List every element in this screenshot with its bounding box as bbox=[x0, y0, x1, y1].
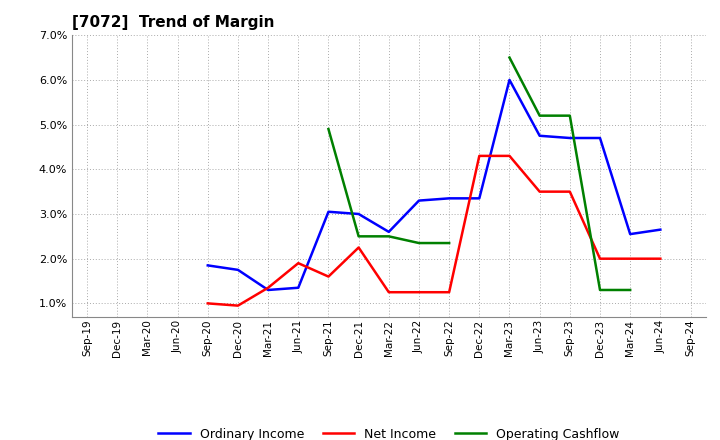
Net Income bbox=[354, 245, 363, 250]
Operating Cashflow bbox=[354, 234, 363, 239]
Ordinary Income bbox=[354, 211, 363, 216]
Legend: Ordinary Income, Net Income, Operating Cashflow: Ordinary Income, Net Income, Operating C… bbox=[153, 423, 624, 440]
Ordinary Income bbox=[384, 229, 393, 235]
Ordinary Income bbox=[656, 227, 665, 232]
Operating Cashflow bbox=[324, 126, 333, 132]
Line: Operating Cashflow: Operating Cashflow bbox=[328, 129, 449, 243]
Operating Cashflow bbox=[384, 234, 393, 239]
Net Income bbox=[475, 153, 484, 158]
Net Income bbox=[204, 301, 212, 306]
Ordinary Income bbox=[505, 77, 514, 83]
Ordinary Income bbox=[475, 196, 484, 201]
Operating Cashflow bbox=[415, 240, 423, 246]
Net Income bbox=[324, 274, 333, 279]
Ordinary Income bbox=[536, 133, 544, 139]
Net Income bbox=[445, 290, 454, 295]
Ordinary Income bbox=[626, 231, 634, 237]
Net Income bbox=[505, 153, 514, 158]
Net Income bbox=[626, 256, 634, 261]
Net Income bbox=[565, 189, 574, 194]
Net Income bbox=[415, 290, 423, 295]
Net Income bbox=[595, 256, 604, 261]
Net Income bbox=[656, 256, 665, 261]
Ordinary Income bbox=[204, 263, 212, 268]
Text: [7072]  Trend of Margin: [7072] Trend of Margin bbox=[72, 15, 274, 30]
Line: Net Income: Net Income bbox=[208, 156, 660, 306]
Ordinary Income bbox=[233, 267, 242, 272]
Ordinary Income bbox=[595, 136, 604, 141]
Net Income bbox=[233, 303, 242, 308]
Ordinary Income bbox=[445, 196, 454, 201]
Net Income bbox=[536, 189, 544, 194]
Ordinary Income bbox=[264, 287, 272, 293]
Net Income bbox=[264, 285, 272, 290]
Ordinary Income bbox=[565, 136, 574, 141]
Ordinary Income bbox=[294, 285, 302, 290]
Line: Ordinary Income: Ordinary Income bbox=[208, 80, 660, 290]
Operating Cashflow bbox=[445, 240, 454, 246]
Ordinary Income bbox=[324, 209, 333, 214]
Ordinary Income bbox=[415, 198, 423, 203]
Net Income bbox=[384, 290, 393, 295]
Net Income bbox=[294, 260, 302, 266]
